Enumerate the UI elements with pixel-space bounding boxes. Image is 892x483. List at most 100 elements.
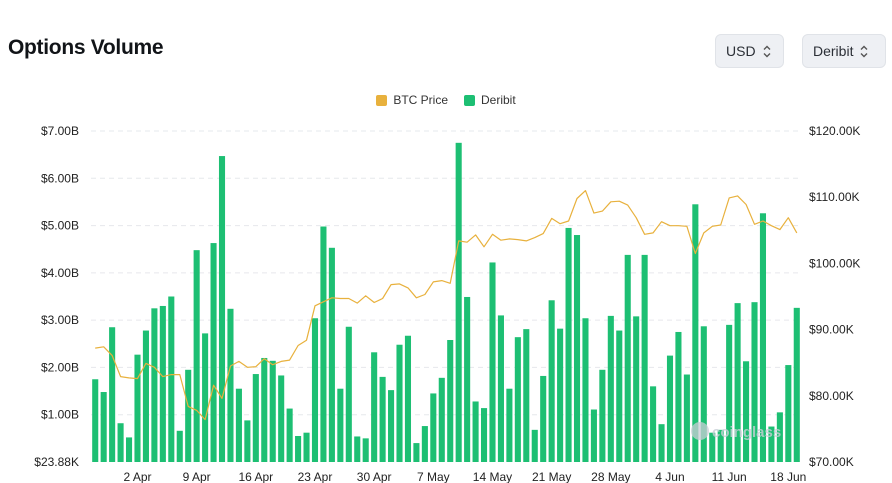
legend-label-deribit: Deribit	[481, 93, 516, 107]
deribit-bar	[151, 308, 158, 462]
x-axis-tick: 21 May	[532, 470, 571, 483]
deribit-bar	[692, 204, 699, 463]
x-axis-tick: 23 Apr	[298, 470, 333, 483]
deribit-bar	[252, 374, 259, 462]
chevron-up-down-icon	[763, 45, 771, 58]
deribit-bar	[523, 329, 530, 462]
deribit-bar	[565, 227, 572, 462]
x-axis-tick: 9 Apr	[183, 470, 211, 483]
exchange-select[interactable]: Deribit	[802, 34, 886, 68]
deribit-bar	[641, 254, 648, 462]
deribit-bar	[650, 386, 657, 462]
deribit-bar	[286, 408, 293, 462]
deribit-bar	[624, 254, 631, 462]
deribit-bar	[100, 392, 107, 462]
deribit-bar	[227, 308, 234, 462]
deribit-bar	[295, 435, 302, 462]
legend-swatch-btc-price	[376, 94, 388, 106]
left-axis-tick: $3.00B	[41, 313, 79, 327]
deribit-bar	[633, 316, 640, 462]
deribit-bar	[193, 250, 200, 462]
deribit-bar	[573, 235, 581, 462]
chart-legend: BTC Price Deribit	[0, 93, 892, 107]
legend-item-deribit[interactable]: Deribit	[464, 93, 516, 107]
deribit-bar	[548, 300, 555, 462]
deribit-bar	[404, 335, 412, 462]
currency-select-value: USD	[726, 43, 756, 59]
right-axis-tick: $110.00K	[809, 190, 860, 204]
coinglass-logo-icon	[691, 422, 709, 440]
deribit-bar	[607, 315, 614, 462]
deribit-bar	[159, 305, 166, 462]
deribit-bar	[218, 156, 226, 462]
deribit-bar	[776, 412, 783, 462]
deribit-bar	[447, 340, 454, 462]
deribit-bar	[396, 344, 403, 462]
deribit-bar	[345, 326, 352, 462]
deribit-bar	[616, 330, 623, 462]
deribit-bar	[489, 262, 496, 462]
right-axis-tick: $90.00K	[809, 323, 854, 337]
deribit-bar	[202, 333, 209, 462]
deribit-bar	[506, 388, 513, 462]
deribit-bar	[413, 443, 420, 462]
watermark-text: coinglass	[712, 424, 781, 441]
deribit-bar	[388, 390, 395, 462]
x-axis-tick: 18 Jun	[770, 470, 806, 483]
deribit-bar	[278, 375, 285, 462]
right-axis-tick: $100.00K	[809, 256, 860, 270]
deribit-bar	[176, 430, 183, 462]
deribit-bar	[362, 438, 369, 462]
left-axis-tick: $2.00B	[41, 360, 79, 374]
deribit-bar	[557, 328, 564, 462]
deribit-bar	[354, 436, 361, 462]
x-axis-tick: 28 May	[591, 470, 630, 483]
left-axis-tick: $6.00B	[41, 171, 79, 185]
deribit-bar	[717, 429, 724, 462]
deribit-bar	[117, 423, 124, 462]
deribit-bar	[709, 432, 716, 462]
right-axis-tick: $120.00K	[809, 124, 860, 138]
deribit-bar	[726, 324, 733, 462]
deribit-bar	[168, 296, 175, 462]
page-title: Options Volume	[8, 36, 164, 59]
deribit-bar	[142, 330, 149, 462]
deribit-bar	[134, 354, 141, 462]
right-axis-tick: $80.00K	[809, 389, 854, 403]
deribit-bar	[464, 296, 471, 462]
deribit-bar	[125, 437, 133, 462]
x-axis-tick: 4 Jun	[655, 470, 684, 483]
deribit-bar	[244, 420, 251, 462]
x-axis-tick: 11 Jun	[712, 470, 747, 483]
left-axis-tick: $23.88K	[34, 455, 79, 469]
x-axis-tick: 30 Apr	[357, 470, 392, 483]
deribit-bar	[675, 331, 682, 462]
x-axis-tick: 16 Apr	[238, 470, 273, 483]
deribit-bar	[582, 318, 589, 462]
deribit-bar	[328, 247, 335, 462]
left-axis-tick: $4.00B	[41, 266, 79, 280]
deribit-bar	[109, 327, 116, 462]
left-axis-tick: $1.00B	[41, 408, 79, 422]
deribit-bar	[785, 365, 792, 462]
deribit-bar	[269, 360, 276, 462]
currency-select[interactable]: USD	[715, 34, 784, 68]
deribit-bar	[379, 376, 386, 462]
deribit-bar	[590, 409, 597, 462]
deribit-bar	[210, 243, 217, 462]
deribit-bar	[455, 142, 462, 463]
deribit-bar	[235, 388, 242, 462]
deribit-bar	[421, 426, 428, 462]
legend-item-btc-price[interactable]: BTC Price	[376, 93, 448, 107]
deribit-bar	[430, 393, 437, 462]
deribit-bar	[472, 401, 479, 462]
left-axis-tick: $5.00B	[41, 219, 79, 233]
x-axis-tick: 14 May	[473, 470, 512, 483]
deribit-bar	[599, 369, 606, 462]
chevron-up-down-icon	[860, 45, 868, 58]
legend-swatch-deribit	[464, 94, 475, 106]
btc-price-line	[95, 190, 798, 421]
x-axis-tick: 7 May	[417, 470, 450, 483]
deribit-bar	[751, 302, 758, 462]
